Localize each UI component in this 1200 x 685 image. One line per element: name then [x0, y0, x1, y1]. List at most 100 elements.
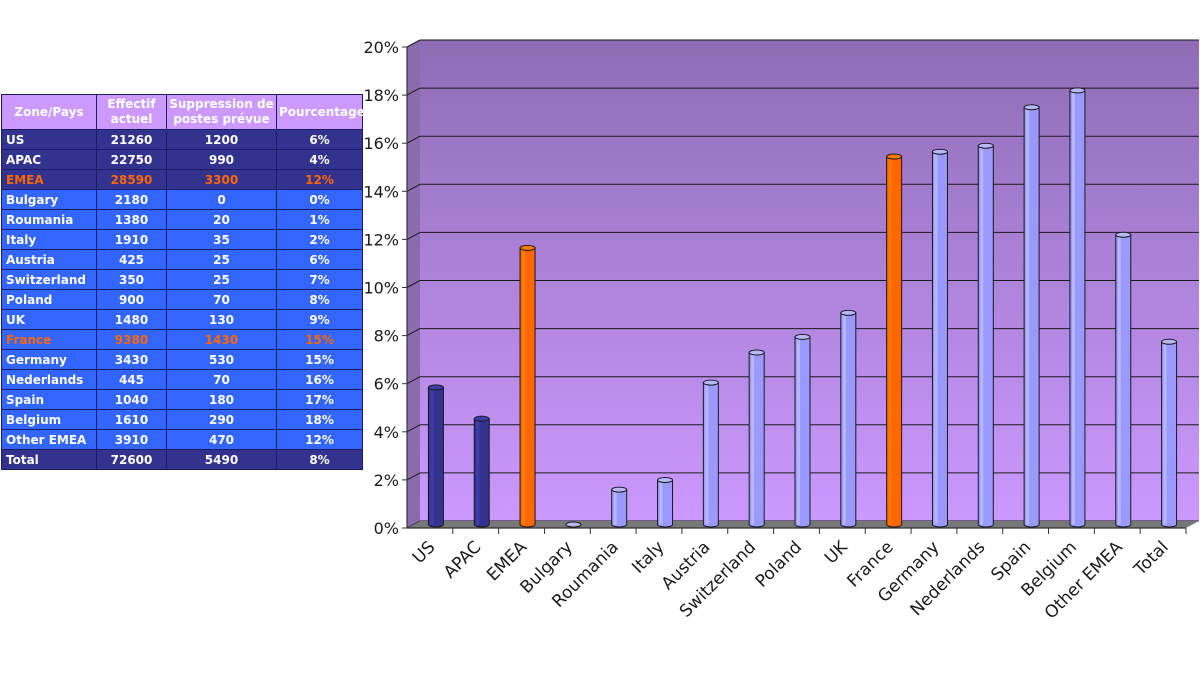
suppression-cell: 990	[166, 149, 277, 170]
suppression-cell: 1430	[166, 329, 277, 350]
bar-highlight	[1071, 90, 1075, 525]
bar-apac	[473, 415, 490, 528]
bar-france	[886, 153, 903, 528]
bar-top	[840, 309, 857, 316]
table-row: Poland 900 70 8%	[1, 289, 363, 310]
suppression-cell: 5490	[166, 449, 277, 470]
zone-cell: US	[1, 129, 97, 150]
table-row: Germany 3430 530 15%	[1, 349, 363, 370]
bar-top	[565, 521, 582, 528]
y-tick-label: 10%	[363, 279, 399, 298]
gridline-side	[406, 39, 421, 48]
gridline-side	[406, 87, 421, 96]
x-tick-label: Total	[1130, 537, 1173, 580]
zone-cell: Switzerland	[1, 269, 97, 290]
bar-highlight	[1026, 107, 1030, 525]
table-body: US 21260 1200 6% APAC 22750 990 4% EMEA 28590 3300…	[1, 129, 363, 470]
bar-highlight	[430, 387, 434, 525]
effectif-cell: 3910	[96, 429, 167, 450]
pourcentage-cell: 12%	[276, 169, 363, 190]
pourcentage-cell: 6%	[276, 129, 363, 150]
gridline-side	[406, 328, 421, 337]
bar-highlight	[842, 312, 846, 525]
suppression-cell: 35	[166, 229, 277, 250]
bar-highlight	[1163, 341, 1167, 525]
effectif-cell: 350	[96, 269, 167, 290]
suppression-cell: 1200	[166, 129, 277, 150]
bar-top	[931, 148, 948, 155]
effectif-cell: 28590	[96, 169, 167, 190]
y-tick-label: 8%	[374, 327, 399, 346]
zone-cell: Austria	[1, 249, 97, 270]
bar-top	[1069, 87, 1086, 94]
zone-cell: Bulgary	[1, 189, 97, 210]
table-row: Switzerland 350 25 7%	[1, 269, 363, 290]
y-tick-label: 0%	[374, 519, 399, 538]
gridline-side	[406, 280, 421, 288]
pourcentage-cell: 17%	[276, 389, 363, 410]
bar-spain	[1023, 104, 1040, 528]
y-tick-label: 18%	[363, 86, 399, 105]
pourcentage-cell: 7%	[276, 269, 363, 290]
effectif-cell: 445	[96, 369, 167, 390]
bar-other-emea	[1115, 231, 1132, 528]
bar-highlight	[705, 382, 709, 525]
effectif-cell: 9380	[96, 329, 167, 350]
bar-top	[794, 333, 811, 340]
bar-nederlands	[977, 142, 994, 528]
data-table: Zone/Pays Effectif actuel Suppression de…	[1, 94, 365, 470]
suppression-cell: 25	[166, 269, 277, 290]
gridline-side	[406, 135, 421, 144]
suppression-cell: 0	[166, 189, 277, 210]
effectif-cell: 21260	[96, 129, 167, 150]
x-tick-label: UK	[821, 537, 852, 568]
zone-cell: Total	[1, 449, 97, 470]
bar-switzerland	[748, 349, 765, 528]
bar-highlight	[659, 480, 663, 525]
y-tick-label: 2%	[374, 471, 399, 490]
pourcentage-cell: 4%	[276, 149, 363, 170]
effectif-cell: 1480	[96, 309, 167, 330]
table-row: EMEA 28590 3300 12%	[1, 169, 363, 190]
effectif-cell: 900	[96, 289, 167, 310]
y-tick-label: 6%	[374, 375, 399, 394]
y-tick-label: 14%	[363, 182, 399, 201]
bar-top	[977, 142, 994, 149]
suppression-cell: 3300	[166, 169, 277, 190]
zone-cell: Other EMEA	[1, 429, 97, 450]
bar-bulgary	[565, 521, 582, 528]
zone-cell: France	[1, 329, 97, 350]
bar-uk	[840, 309, 857, 528]
bar-highlight	[888, 156, 892, 525]
header-zone: Zone/Pays	[1, 94, 97, 130]
table-row: Nederlands 445 70 16%	[1, 369, 363, 390]
bar-top	[1023, 104, 1040, 111]
bar-us	[427, 384, 444, 528]
table-row: APAC 22750 990 4%	[1, 149, 363, 170]
effectif-cell: 1040	[96, 389, 167, 410]
table-row: Austria 425 25 6%	[1, 249, 363, 270]
effectif-cell: 1910	[96, 229, 167, 250]
zone-cell: APAC	[1, 149, 97, 170]
pourcentage-cell: 8%	[276, 449, 363, 470]
effectif-cell: 72600	[96, 449, 167, 470]
gridline-side	[406, 472, 421, 481]
gridline-side	[406, 183, 421, 192]
bar-top	[1115, 231, 1132, 238]
table-row: Italy 1910 35 2%	[1, 229, 363, 250]
bar-highlight	[522, 247, 526, 525]
bar-belgium	[1069, 87, 1086, 528]
pourcentage-cell: 16%	[276, 369, 363, 390]
pourcentage-cell: 6%	[276, 249, 363, 270]
bar-italy	[657, 477, 674, 528]
x-tick-label: US	[409, 537, 440, 568]
bar-top	[473, 415, 490, 422]
table-row: Bulgary 2180 0 0%	[1, 189, 363, 210]
bar-highlight	[934, 151, 938, 525]
suppression-cell: 70	[166, 369, 277, 390]
y-tick-label: 12%	[363, 230, 399, 249]
bar-highlight	[980, 145, 984, 525]
gridline-side	[406, 376, 421, 385]
pourcentage-cell: 0%	[276, 189, 363, 210]
